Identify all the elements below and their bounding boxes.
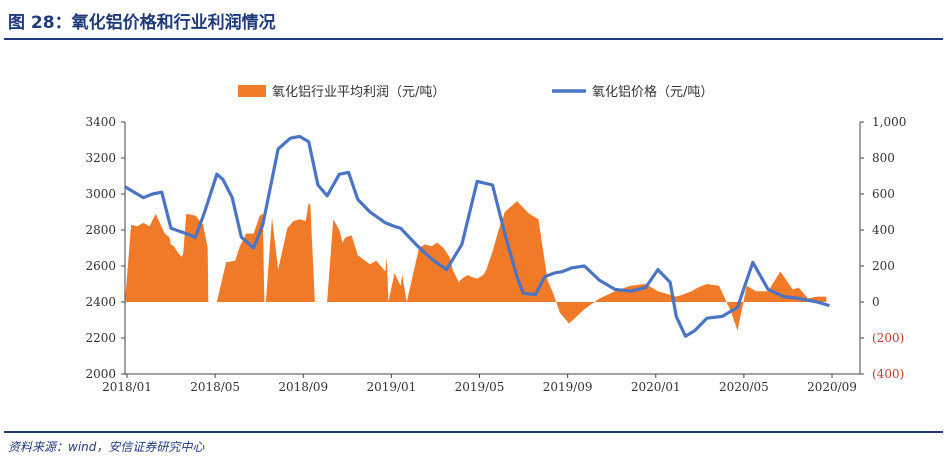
right-tick-label: (200) [872,331,904,345]
figure-header: 图 28：氧化铝价格和行业利润情况 [0,0,947,44]
left-tick-label: 3000 [85,187,116,201]
left-tick-label: 2800 [85,223,116,237]
x-tick-label: 2020/05 [719,380,769,394]
left-tick-label: 3200 [85,151,116,165]
x-tick-label: 2018/05 [190,380,240,394]
chart: 氧化铝行业平均利润（元/吨） 氧化铝价格（元/吨） 20002200240026… [85,84,906,394]
legend-swatch-profit [238,85,266,97]
x-tick-label: 2018/01 [102,380,152,394]
profit-area [125,201,827,331]
right-tick-label: 0 [872,295,880,309]
right-tick-label: 400 [872,223,895,237]
left-tick-label: 2600 [85,259,116,273]
price-line [124,134,830,338]
legend-label-profit: 氧化铝行业平均利润（元/吨） [272,85,445,100]
plot-area: 20002200240026002800300032003400(400)(20… [85,115,906,394]
x-tick-label: 2020/01 [631,380,681,394]
x-tick-label: 2019/05 [455,380,505,394]
right-tick-label: 200 [872,259,895,273]
left-tick-label: 2200 [85,331,116,345]
x-tick-label: 2019/09 [543,380,593,394]
x-tick-label: 2018/09 [278,380,328,394]
source-note: 资料来源：wind，安信证券研究中心 [8,440,205,454]
legend: 氧化铝行业平均利润（元/吨） 氧化铝价格（元/吨） [238,84,713,100]
left-tick-label: 3400 [85,115,116,129]
title-underline [4,38,943,40]
right-tick-label: 600 [872,187,895,201]
x-tick-label: 2020/09 [807,380,857,394]
left-tick-label: 2000 [85,367,116,381]
left-tick-label: 2400 [85,295,116,309]
right-tick-label: (400) [872,367,904,381]
right-tick-label: 1,000 [872,115,906,129]
figure-title: 图 28：氧化铝价格和行业利润情况 [8,13,276,33]
x-tick-label: 2019/01 [366,380,416,394]
right-tick-label: 800 [872,151,895,165]
source-divider [4,431,943,433]
legend-label-price: 氧化铝价格（元/吨） [592,84,713,100]
